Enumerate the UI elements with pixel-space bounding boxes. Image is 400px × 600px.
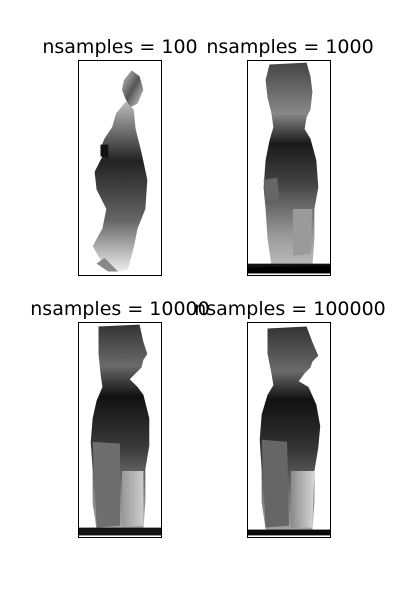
panel-title-1000: nsamples = 1000: [206, 36, 374, 58]
panel-title-100: nsamples = 100: [42, 36, 198, 58]
depth-image-10000: [78, 322, 162, 538]
depth-image-1000-svg: [248, 62, 330, 274]
depth-image-100000: [247, 322, 331, 538]
depth-image-100000-svg: [248, 326, 330, 536]
depth-image-1000: [247, 60, 331, 276]
panel-title-10000: nsamples = 10000: [30, 298, 210, 320]
depth-image-100: [78, 60, 162, 276]
depth-image-100-svg: [92, 70, 148, 272]
depth-image-10000-svg: [79, 324, 161, 536]
panel-title-100000: nsamples = 100000: [194, 298, 386, 320]
